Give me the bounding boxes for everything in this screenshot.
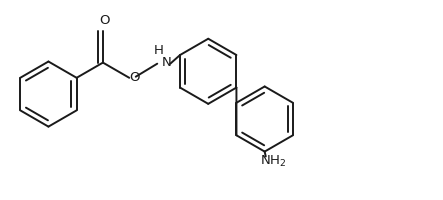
- Text: O: O: [129, 71, 140, 84]
- Text: N: N: [162, 56, 172, 69]
- Text: H: H: [153, 43, 163, 56]
- Text: O: O: [99, 14, 109, 27]
- Text: NH$_2$: NH$_2$: [260, 153, 287, 169]
